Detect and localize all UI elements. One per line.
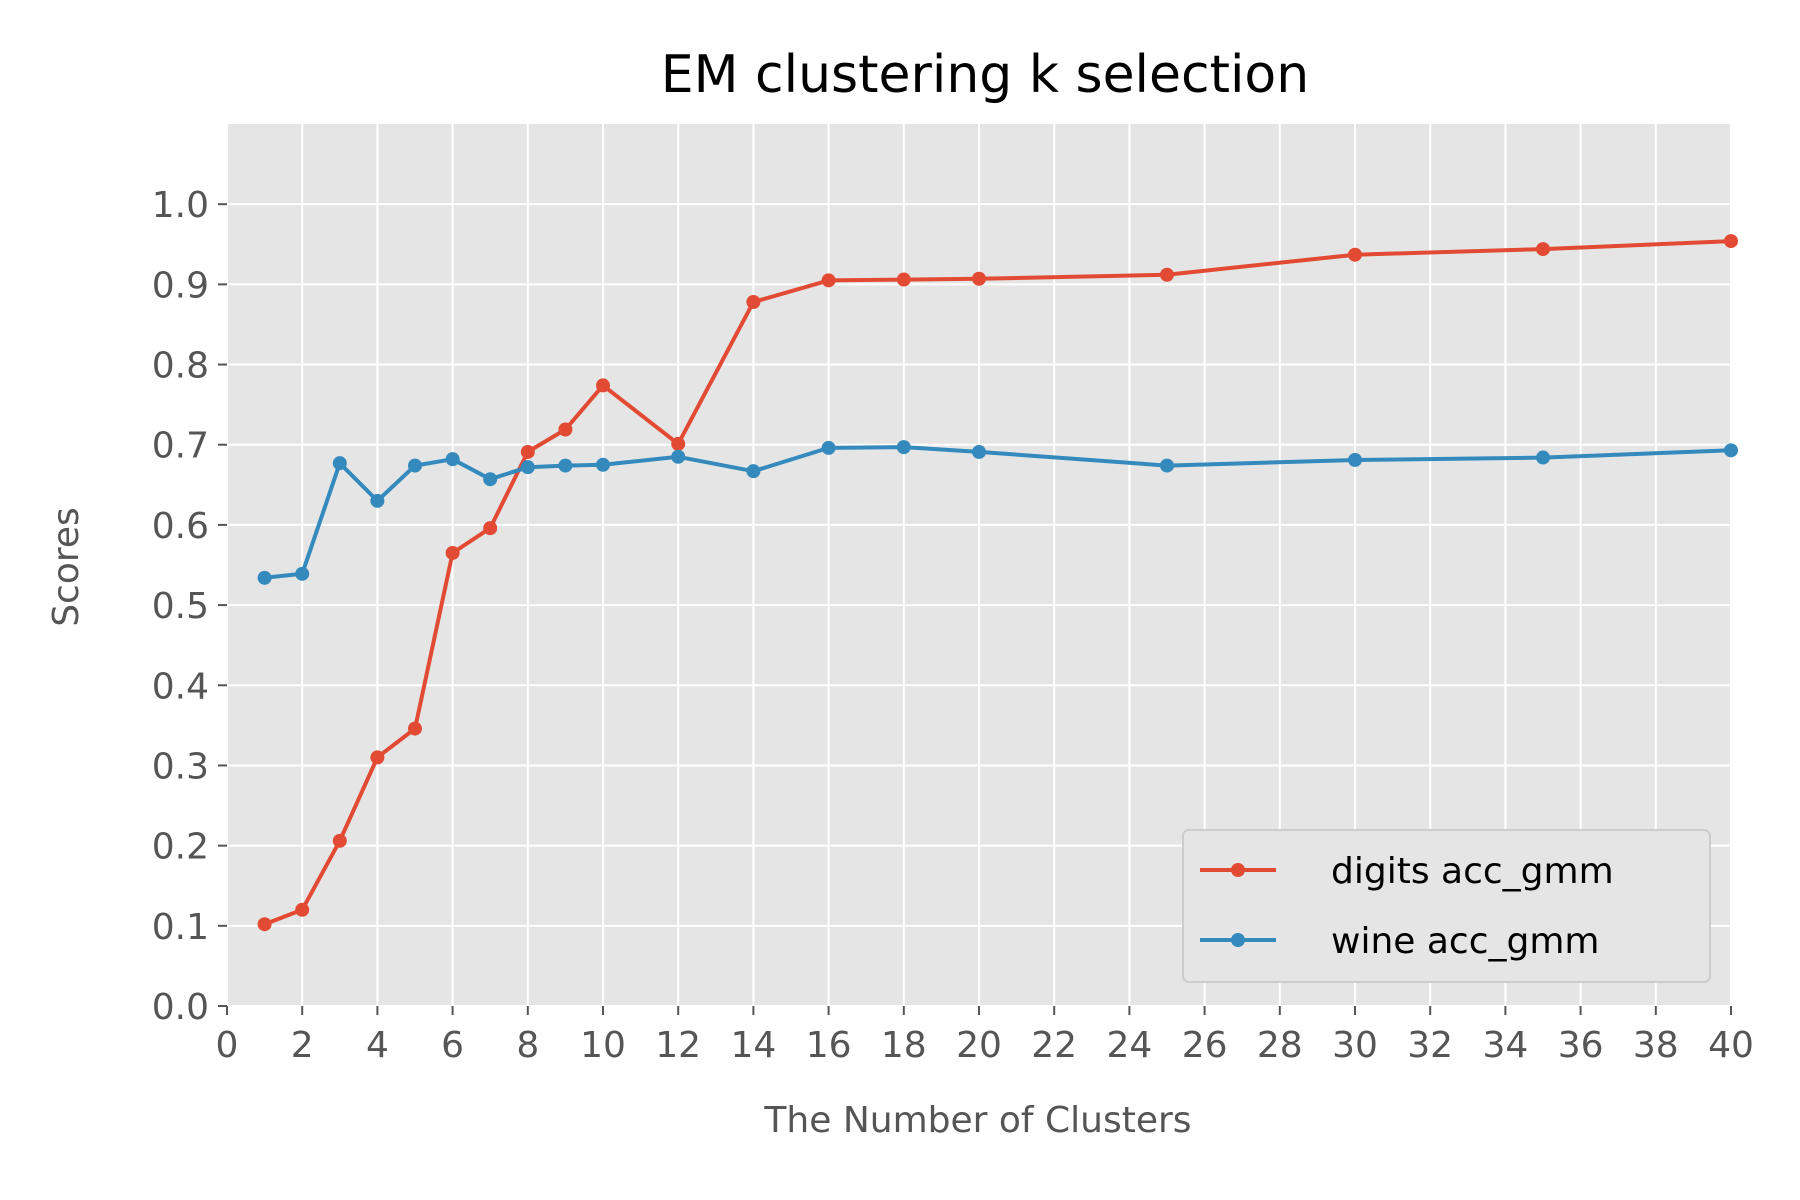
- data-point: [408, 458, 422, 473]
- data-point: [370, 750, 385, 765]
- y-axis-label: Scores: [46, 507, 87, 627]
- series-wine-acc-gmm: [257, 440, 1738, 585]
- legend-label: wine acc_gmm: [1331, 921, 1600, 962]
- data-point: [558, 422, 573, 437]
- data-point: [596, 378, 610, 393]
- legend-label: digits acc_gmm: [1331, 851, 1614, 892]
- y-tick-label: 0.6: [152, 506, 209, 547]
- data-point: [332, 456, 347, 471]
- data-point: [1536, 450, 1550, 465]
- data-point: [821, 273, 836, 288]
- x-tick-label: 28: [1257, 1025, 1303, 1066]
- data-point: [370, 493, 385, 508]
- x-tick-label: 8: [516, 1025, 539, 1066]
- data-point: [1536, 242, 1550, 257]
- x-tick-label: 12: [655, 1025, 701, 1066]
- x-tick-label: 18: [881, 1025, 927, 1066]
- x-tick-label: 2: [291, 1025, 314, 1066]
- x-tick-label: 40: [1708, 1025, 1754, 1066]
- x-tick-label: 38: [1633, 1025, 1679, 1066]
- x-tick-label: 26: [1182, 1025, 1228, 1066]
- x-tick-label: 0: [216, 1025, 239, 1066]
- data-point: [972, 444, 986, 459]
- x-tick-label: 4: [366, 1025, 389, 1066]
- legend-swatch-marker: [1231, 863, 1245, 877]
- legend-box: [1182, 829, 1711, 983]
- data-point: [483, 521, 498, 536]
- x-tick-label: 24: [1106, 1025, 1152, 1066]
- x-axis-label: The Number of Clusters: [763, 1100, 1191, 1141]
- data-point: [1348, 452, 1362, 467]
- data-point: [1160, 458, 1174, 473]
- data-point: [332, 833, 347, 848]
- data-point: [445, 545, 460, 560]
- x-tick-label: 22: [1031, 1025, 1077, 1066]
- data-point: [1160, 267, 1174, 282]
- data-point: [1724, 234, 1738, 249]
- data-point: [445, 452, 460, 467]
- data-point: [1724, 443, 1738, 458]
- y-tick-label: 0.4: [152, 666, 209, 707]
- x-tick-label: 16: [806, 1025, 852, 1066]
- data-point: [746, 295, 761, 310]
- legend-swatch-marker: [1231, 933, 1245, 947]
- chart-title: EM clustering k selection: [661, 45, 1309, 105]
- x-tick-label: 32: [1407, 1025, 1453, 1066]
- data-point: [295, 902, 310, 917]
- data-point: [408, 721, 422, 736]
- y-tick-label: 0.8: [152, 346, 209, 387]
- y-tick-label: 0.2: [152, 827, 209, 868]
- x-tick-label: 10: [580, 1025, 626, 1066]
- legend-item: digits acc_gmm: [1200, 851, 1614, 892]
- x-tick-label: 6: [441, 1025, 464, 1066]
- y-tick-label: 1.0: [152, 185, 209, 226]
- series-layer: [257, 234, 1738, 932]
- y-tick-label: 0.3: [152, 746, 209, 787]
- x-tick-label: 36: [1558, 1025, 1604, 1066]
- data-point: [896, 440, 911, 455]
- y-tick-label: 0.0: [152, 987, 209, 1028]
- data-point: [896, 272, 911, 287]
- data-point: [483, 472, 498, 487]
- x-tick-label: 14: [730, 1025, 776, 1066]
- y-tick-label: 0.5: [152, 586, 209, 627]
- legend-item: wine acc_gmm: [1200, 921, 1600, 962]
- series-digits-acc-gmm: [257, 234, 1738, 932]
- data-point: [746, 464, 761, 479]
- x-tick-label: 34: [1482, 1025, 1528, 1066]
- data-point: [520, 444, 535, 459]
- data-point: [520, 460, 535, 475]
- data-point: [671, 449, 686, 464]
- data-point: [821, 440, 836, 455]
- y-tick-label: 0.1: [152, 907, 209, 948]
- data-point: [558, 458, 573, 473]
- data-point: [671, 436, 686, 451]
- x-tick-label: 30: [1332, 1025, 1378, 1066]
- data-point: [257, 570, 272, 585]
- x-tick-label: 20: [956, 1025, 1002, 1066]
- data-point: [596, 457, 610, 472]
- data-point: [972, 271, 986, 286]
- y-tick-label: 0.9: [152, 265, 209, 306]
- y-tick-label: 0.7: [152, 426, 209, 467]
- data-point: [257, 917, 272, 932]
- data-point: [295, 566, 310, 581]
- data-point: [1348, 247, 1362, 262]
- axes: 0 2 4 6 8 10 12 14 16 18 20 22 24 26 28 30 32 34 36 38 400.0…: [152, 185, 1754, 1066]
